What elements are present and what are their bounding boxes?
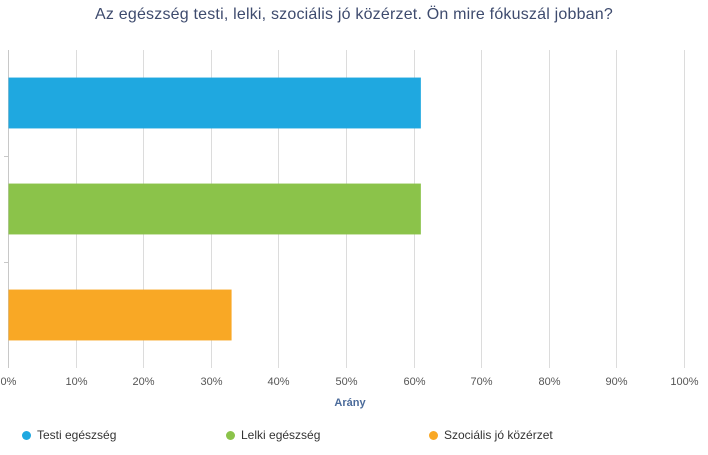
bar-lelki-eg-szs-g	[8, 183, 421, 235]
bar-szoci-lis-j-k-z-rzet	[8, 289, 232, 341]
bar-testi-eg-szs-g	[8, 77, 421, 129]
legend-item[interactable]: Testi egészség	[22, 428, 116, 442]
x-tick-label: 100%	[670, 376, 698, 388]
x-tick-label: 20%	[132, 376, 154, 388]
x-tick-label: 90%	[605, 376, 627, 388]
bar-chart: 0% 10% 20% 30% 40% 50% 60% 70% 80% 90% 100% Arány	[1, 50, 699, 409]
legend-label: Lelki egészség	[241, 428, 321, 442]
legend: Testi egészség Lelki egészség Szociális jó…	[0, 428, 708, 446]
x-tick-label: 50%	[335, 376, 357, 388]
x-tick-label: 0%	[1, 376, 17, 388]
legend-marker-icon	[429, 430, 438, 440]
legend-marker-icon	[22, 430, 31, 440]
x-tick-label: 40%	[267, 376, 289, 388]
legend-item[interactable]: Lelki egészség	[226, 428, 320, 442]
x-axis-title: Arány	[334, 397, 366, 409]
x-tick-label: 30%	[200, 376, 222, 388]
legend-item[interactable]: Szociális jó közérzet	[429, 428, 553, 442]
x-tick-label: 70%	[470, 376, 492, 388]
chart-title: Az egészség testi, lelki, szociális jó k…	[95, 6, 613, 23]
legend-label: Testi egészség	[37, 428, 117, 442]
x-tick-label: 60%	[403, 376, 425, 388]
legend-marker-icon	[226, 430, 235, 440]
legend-label: Szociális jó közérzet	[444, 428, 553, 442]
x-tick-label: 10%	[65, 376, 87, 388]
x-tick-label: 80%	[538, 376, 560, 388]
